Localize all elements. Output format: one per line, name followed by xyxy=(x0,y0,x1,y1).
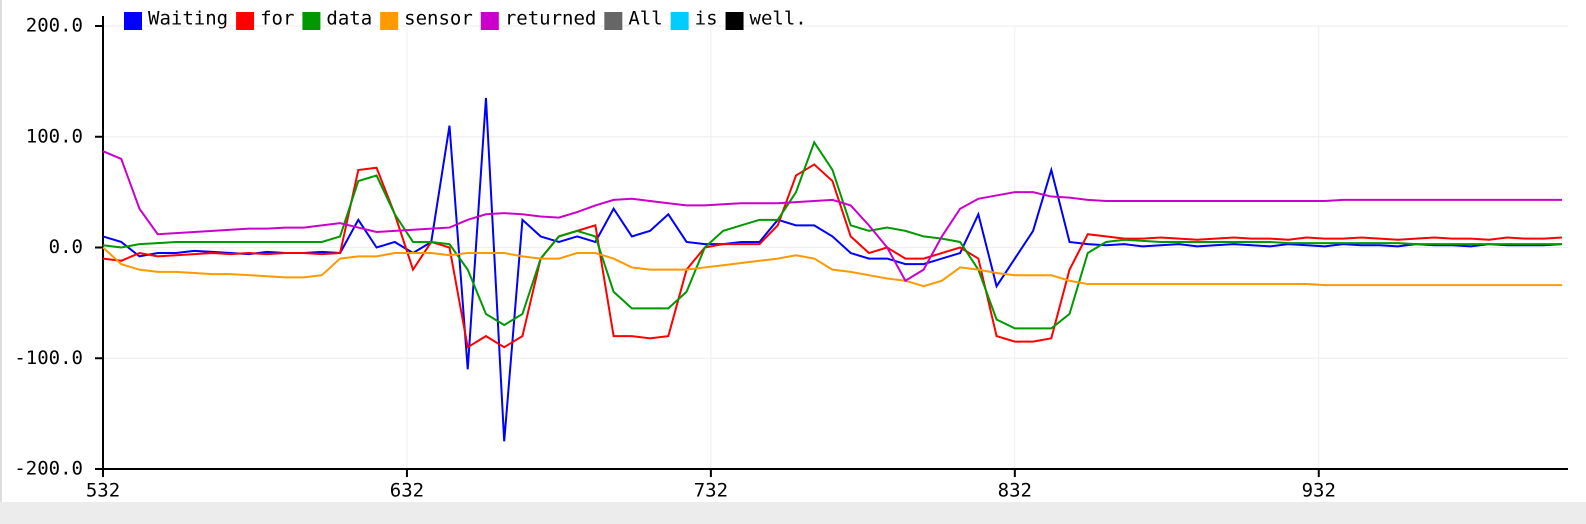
legend-label: is xyxy=(695,8,718,30)
legend-swatch xyxy=(725,12,744,30)
legend-swatch xyxy=(670,12,689,30)
y-tick-label: 200.0 xyxy=(26,15,83,37)
y-tick-label: 100.0 xyxy=(26,125,83,147)
legend-label: Waiting xyxy=(148,8,228,30)
legend-label: sensor xyxy=(404,8,473,30)
legend-swatch xyxy=(380,12,399,30)
series-line xyxy=(102,140,1562,330)
legend-swatch xyxy=(480,12,499,30)
legend-swatch xyxy=(302,12,321,30)
x-tick-label: 932 xyxy=(1302,480,1336,502)
status-bar xyxy=(0,502,1586,524)
legend-label: returned xyxy=(505,8,597,30)
series-line xyxy=(102,246,1562,288)
x-tick-label: 732 xyxy=(694,480,728,502)
x-tick-label: 632 xyxy=(390,480,424,502)
series-line xyxy=(102,97,1562,442)
legend-label: for xyxy=(260,8,294,30)
legend-swatch xyxy=(124,12,142,30)
y-tick-label: -200.0 xyxy=(14,458,83,480)
y-tick-label: -100.0 xyxy=(14,347,83,369)
series-line xyxy=(102,150,1562,283)
legend-label: All xyxy=(628,8,662,30)
legend-swatch xyxy=(604,12,623,30)
x-tick-label: 532 xyxy=(86,480,120,502)
legend-label: data xyxy=(326,8,372,30)
y-tick-label: 0.0 xyxy=(49,236,83,258)
legend-label: well. xyxy=(750,8,807,30)
x-tick-label: 832 xyxy=(998,480,1032,502)
legend-swatch xyxy=(236,12,255,30)
